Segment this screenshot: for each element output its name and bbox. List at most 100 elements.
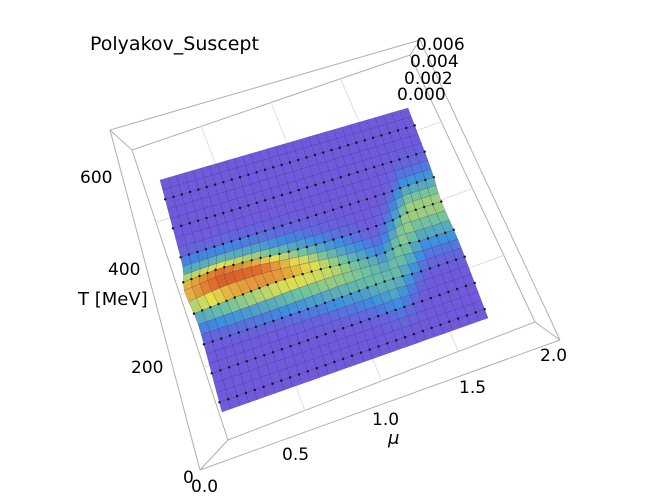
mesh-point-10-19	[255, 201, 258, 204]
mesh-point-17-16	[323, 211, 326, 214]
mesh-point-22-13	[375, 224, 378, 228]
mesh-point-30-19	[423, 150, 426, 153]
mesh-point-12-13	[287, 250, 290, 253]
mesh-point-10-13	[268, 254, 272, 258]
mesh-point-6-7	[254, 325, 258, 328]
mesh-point-4-10	[225, 299, 228, 302]
mesh-point-28-1	[465, 314, 469, 317]
mesh-point-24-22	[363, 139, 366, 142]
mesh-point-17-4	[359, 320, 362, 324]
mesh-point-4-7	[237, 331, 240, 334]
mesh-point-24-1	[430, 326, 433, 330]
mesh-point-23-1	[421, 329, 424, 333]
mesh-point-22-10	[383, 251, 387, 254]
mesh-point-28-22	[396, 129, 400, 132]
mesh-point-6-4	[263, 354, 266, 357]
mesh-point-17-13	[332, 238, 335, 241]
mesh-point-18-1	[377, 345, 380, 348]
mesh-point-16-22	[297, 158, 300, 162]
mesh-point-1-16	[187, 253, 191, 256]
mesh-point-21-16	[357, 200, 360, 203]
mesh-point-13-19	[280, 193, 284, 197]
mesh-point-8-22	[230, 178, 233, 181]
mesh-point-5-4	[254, 357, 257, 360]
mesh-point-13-10	[301, 272, 304, 276]
mesh-point-22-16	[365, 198, 369, 201]
mesh-point-21-13	[366, 227, 369, 231]
mesh-point-20-19	[339, 176, 342, 179]
mesh-point-3-10	[217, 302, 220, 306]
mesh-point-15-13	[314, 243, 317, 246]
mesh-point-20-1	[395, 339, 398, 342]
mesh-point-10-22	[247, 173, 250, 176]
mesh-point-14-13	[305, 245, 308, 249]
mesh-point-18-13	[340, 235, 344, 239]
mesh-point-16-13	[323, 241, 326, 244]
mesh-point-18-10	[347, 261, 351, 264]
mesh-point-5-10	[233, 296, 236, 299]
surface-cell-29-11	[436, 210, 450, 224]
mesh-point-19-22	[322, 151, 325, 154]
mesh-point-6-13	[232, 263, 235, 267]
mesh-point-1-22	[172, 195, 175, 199]
mesh-point-14-1	[342, 357, 345, 361]
mesh-point-6-16	[230, 240, 233, 243]
mesh-point-29-19	[415, 153, 418, 156]
mesh-point-25-1	[439, 323, 442, 326]
mesh-point-22-1	[412, 332, 416, 336]
mesh-point-12-19	[272, 196, 275, 199]
mesh-point-0-22	[164, 198, 167, 201]
mesh-point-18-19	[322, 181, 326, 184]
surface-cell-29-10	[440, 219, 455, 234]
mesh-point-29-16	[424, 178, 427, 182]
mesh-point-30-22	[413, 124, 416, 127]
mesh-point-6-1	[271, 382, 274, 385]
mesh-point-0-4	[210, 372, 213, 375]
mesh-point-22-7	[392, 277, 395, 280]
mesh-point-0-19	[171, 227, 175, 230]
surface-cell-29-4	[462, 273, 476, 287]
mesh-point-2-22	[180, 193, 183, 196]
mesh-point-23-22	[355, 141, 358, 144]
mesh-point-14-4	[333, 330, 336, 333]
mesh-point-29-10	[444, 231, 447, 234]
mesh-point-28-13	[423, 205, 426, 209]
mesh-point-23-16	[374, 195, 377, 198]
mesh-point-4-13	[214, 268, 217, 271]
mesh-point-23-10	[391, 247, 394, 251]
mesh-point-29-7	[454, 258, 458, 261]
mesh-point-3-1	[244, 391, 248, 395]
mesh-point-19-7	[366, 286, 369, 289]
mesh-point-24-10	[399, 244, 402, 247]
mesh-point-11-10	[283, 278, 286, 281]
mesh-point-19-16	[340, 205, 343, 209]
mesh-point-20-16	[348, 203, 352, 206]
mesh-point-22-19	[356, 171, 359, 174]
mesh-point-5-1	[262, 385, 265, 388]
x-tick-label-0.5: 0.5	[282, 445, 309, 465]
mesh-point-27-1	[456, 317, 460, 320]
mesh-point-11-4	[306, 339, 310, 342]
mesh-point-16-19	[306, 186, 309, 189]
mesh-point-0-1	[218, 401, 221, 404]
mesh-point-17-19	[314, 183, 317, 187]
mesh-point-15-16	[306, 216, 309, 219]
z-tick-label-0.002: 0.002	[404, 69, 453, 89]
mesh-point-10-10	[274, 280, 278, 284]
mesh-point-4-1	[253, 388, 256, 392]
mesh-point-17-10	[338, 263, 341, 266]
mesh-point-24-16	[382, 192, 386, 196]
mesh-point-2-10	[209, 306, 212, 309]
mesh-point-20-7	[374, 283, 378, 286]
mesh-point-26-7	[428, 267, 432, 270]
mesh-point-28-10	[435, 234, 438, 237]
mesh-point-7-4	[271, 351, 275, 354]
mesh-point-12-4	[315, 336, 319, 339]
mesh-point-21-4	[394, 308, 397, 312]
mesh-point-0-13	[182, 281, 185, 284]
mesh-point-7-22	[222, 180, 225, 184]
surface-cell-29-1	[472, 300, 486, 313]
mesh-point-28-7	[446, 261, 449, 264]
box-edge-10	[409, 39, 421, 56]
mesh-point-14-22	[280, 163, 283, 167]
